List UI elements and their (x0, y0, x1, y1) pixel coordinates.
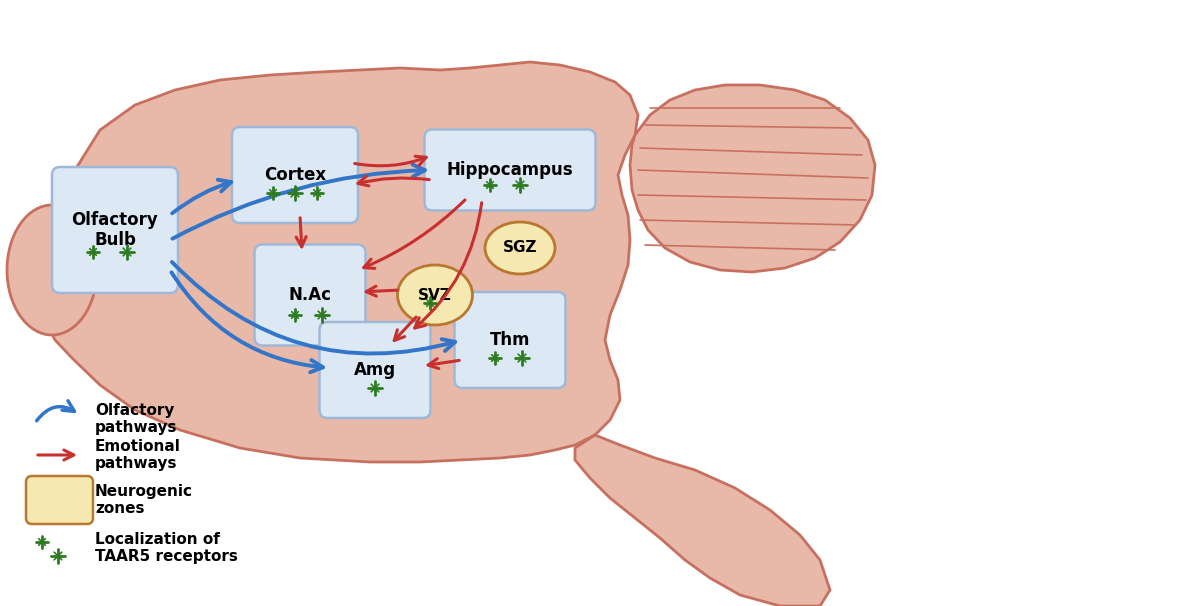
Text: N.Ac: N.Ac (288, 286, 331, 304)
FancyBboxPatch shape (26, 476, 94, 524)
Ellipse shape (397, 265, 473, 325)
FancyBboxPatch shape (319, 322, 431, 418)
FancyBboxPatch shape (232, 127, 358, 223)
FancyArrowPatch shape (358, 176, 430, 186)
Polygon shape (46, 62, 638, 462)
Polygon shape (630, 85, 875, 272)
FancyArrowPatch shape (172, 180, 232, 213)
Text: Localization of
TAAR5 receptors: Localization of TAAR5 receptors (95, 532, 238, 564)
Polygon shape (575, 435, 830, 606)
Text: Emotional
pathways: Emotional pathways (95, 439, 181, 471)
FancyArrowPatch shape (37, 450, 74, 460)
Text: Olfactory
pathways: Olfactory pathways (95, 403, 178, 435)
Ellipse shape (485, 222, 554, 274)
Text: SGZ: SGZ (503, 241, 538, 256)
FancyBboxPatch shape (455, 292, 565, 388)
FancyArrowPatch shape (172, 272, 323, 372)
FancyArrowPatch shape (395, 317, 416, 341)
FancyArrowPatch shape (364, 200, 466, 268)
FancyArrowPatch shape (415, 203, 481, 328)
FancyBboxPatch shape (425, 130, 595, 210)
Text: SVZ: SVZ (418, 287, 452, 302)
FancyArrowPatch shape (428, 359, 460, 368)
Text: Thm: Thm (490, 331, 530, 349)
FancyArrowPatch shape (355, 156, 426, 166)
FancyArrowPatch shape (173, 164, 425, 239)
Text: Neurogenic
zones: Neurogenic zones (95, 484, 193, 516)
FancyArrowPatch shape (296, 218, 306, 247)
Ellipse shape (7, 205, 97, 335)
FancyArrowPatch shape (172, 262, 455, 353)
Text: Olfactory
Bulb: Olfactory Bulb (72, 211, 158, 250)
FancyBboxPatch shape (254, 244, 366, 345)
Text: Hippocampus: Hippocampus (446, 161, 574, 179)
FancyArrowPatch shape (37, 401, 74, 421)
Text: Cortex: Cortex (264, 166, 326, 184)
FancyArrowPatch shape (366, 286, 397, 296)
Text: Amg: Amg (354, 361, 396, 379)
FancyBboxPatch shape (52, 167, 178, 293)
